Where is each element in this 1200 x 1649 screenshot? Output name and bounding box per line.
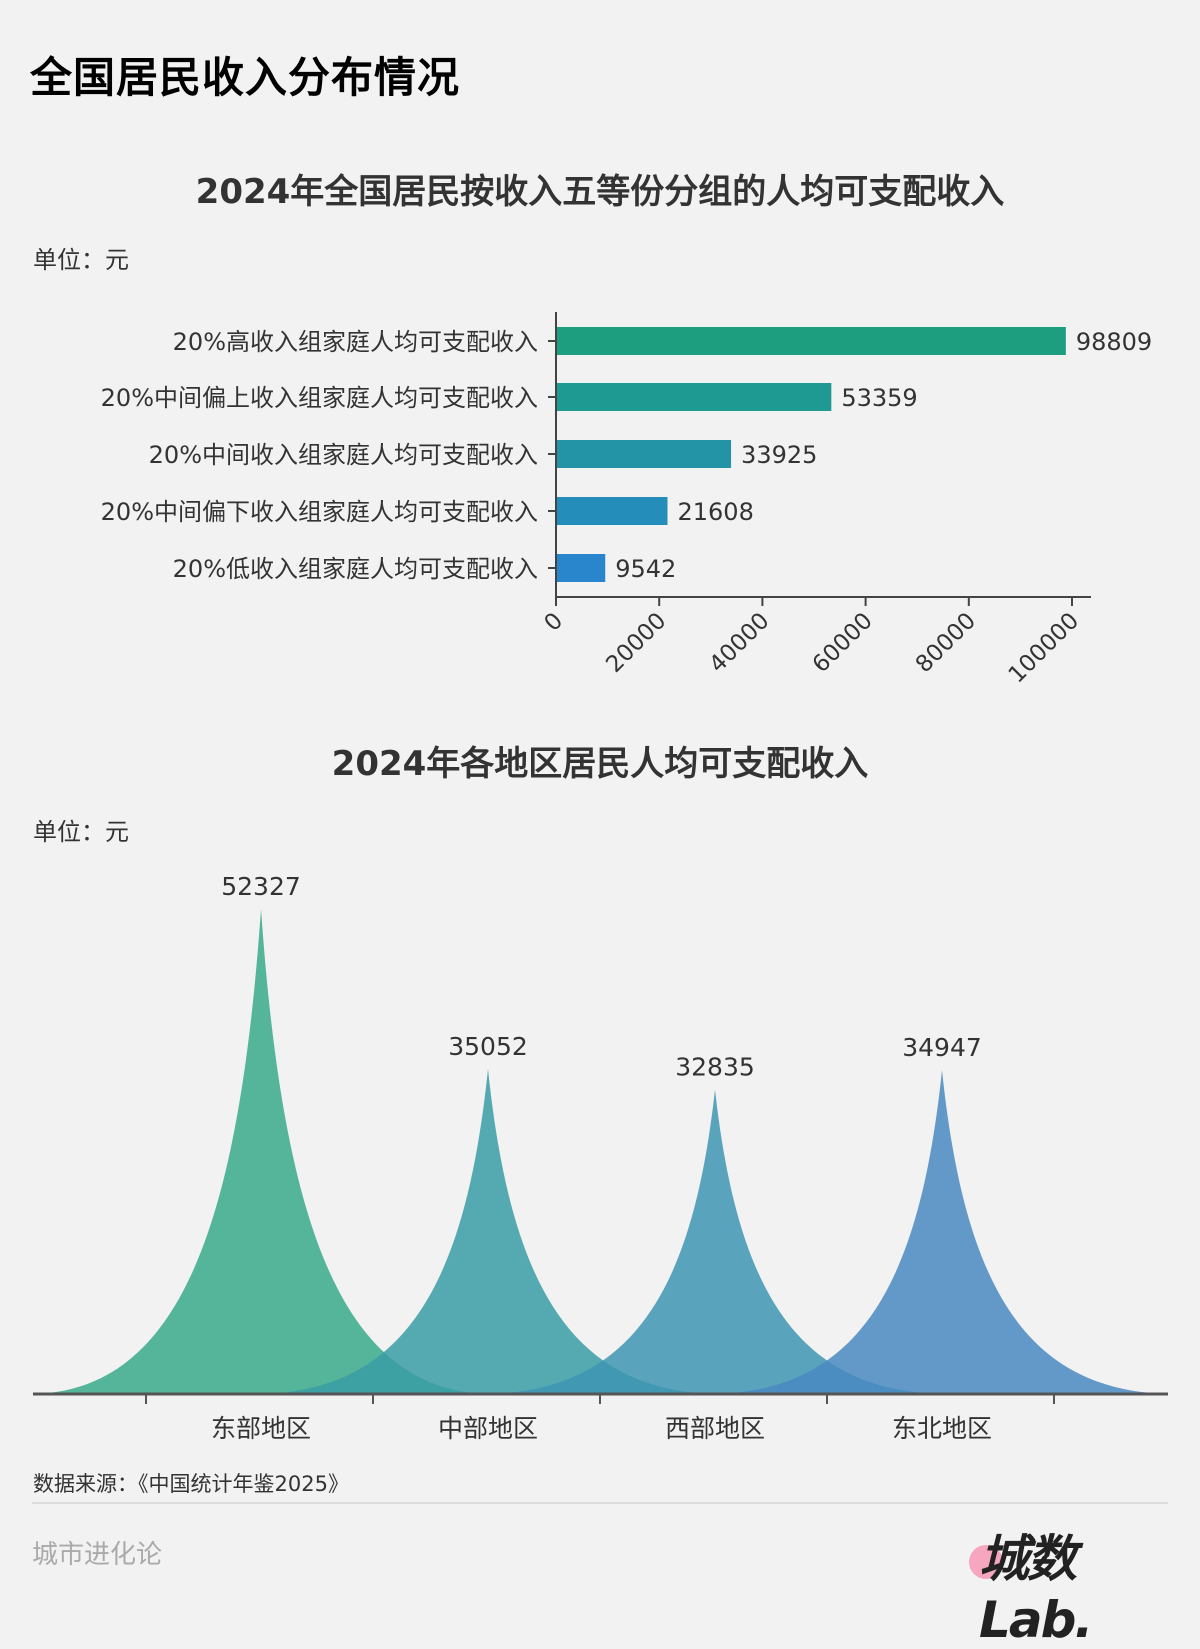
region-peak [485, 1089, 945, 1394]
logo-text: 城数Lab. [979, 1530, 1093, 1649]
region-chart-unit: 单位：元 [33, 818, 129, 846]
peak-value-label: 34947 [902, 1033, 982, 1062]
region-label: 东部地区 [211, 1414, 311, 1443]
page-title: 全国居民收入分布情况 [30, 53, 461, 102]
peak-value-label: 52327 [221, 872, 301, 901]
footer-divider [32, 1502, 1168, 1504]
bar-category-label: 20%高收入组家庭人均可支配收入 [173, 328, 538, 356]
region-chart-title: 2024年各地区居民人均可支配收入 [331, 744, 869, 784]
bar-category-label: 20%低收入组家庭人均可支配收入 [173, 555, 538, 583]
region-peak [258, 1069, 718, 1394]
data-source: 数据来源：《中国统计年鉴2025》 [33, 1472, 349, 1496]
bar [556, 383, 832, 411]
bar-category-label: 20%中间收入组家庭人均可支配收入 [149, 441, 538, 469]
region-peak-chart: 52327 35052 32835 34947 东部地区 中部地区 西部地区 东北地区 [31, 872, 1172, 1443]
region-label: 东北地区 [892, 1414, 992, 1443]
bar-value-label: 9542 [615, 555, 676, 583]
bar-category-label: 20%中间偏上收入组家庭人均可支配收入 [101, 384, 538, 412]
peak-value-label: 32835 [675, 1053, 755, 1082]
peak-value-label: 35052 [448, 1032, 528, 1061]
footer-brand: 城市进化论 [32, 1540, 163, 1570]
bar-chart-title: 2024年全国居民按收入五等份分组的人均可支配收入 [195, 172, 1005, 212]
bar [556, 497, 668, 525]
bar [556, 440, 732, 468]
region-peak [712, 1070, 1172, 1394]
bar-category-label: 20%中间偏下收入组家庭人均可支配收入 [101, 498, 538, 526]
region-label: 中部地区 [438, 1414, 538, 1443]
logo: 城数Lab. [965, 1515, 1175, 1649]
bar-chart-unit: 单位：元 [33, 246, 129, 274]
bar-value-label: 98809 [1076, 328, 1152, 356]
logo-dot-icon [969, 1545, 1003, 1579]
income-quintile-bar-chart: 20%高收入组家庭人均可支配收入 98809 20%中间偏上收入组家庭人均可支配收入… [101, 312, 1152, 688]
region-peak [31, 909, 491, 1394]
bar [556, 327, 1066, 355]
bar [556, 554, 606, 582]
bar-value-label: 21608 [677, 498, 753, 526]
bar-value-label: 33925 [741, 441, 817, 469]
region-label: 西部地区 [665, 1414, 765, 1443]
bar-value-label: 53359 [841, 384, 917, 412]
